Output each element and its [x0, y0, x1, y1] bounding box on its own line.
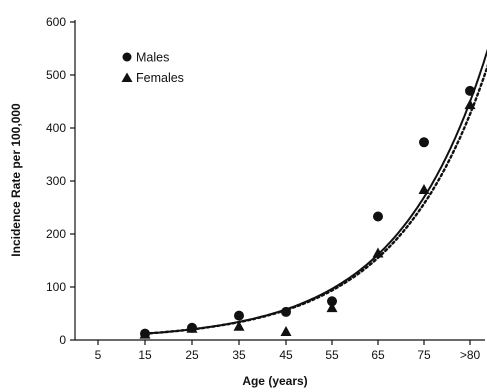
legend: Males Females [121, 51, 184, 85]
male-data-point [419, 137, 429, 148]
x-axis: 5 15 25 35 45 55 65 75 >80 [75, 339, 485, 362]
male-data-point [465, 85, 475, 96]
y-tick-label: 0 [59, 333, 66, 347]
y-tick-label: 200 [46, 227, 66, 241]
male-data-point [281, 306, 291, 317]
legend-circle-marker [122, 52, 132, 62]
legend-label-males: Males [136, 51, 169, 65]
female-data-point [233, 320, 245, 331]
female-data-point [418, 183, 430, 194]
y-tick-label: 600 [46, 15, 66, 29]
x-tick-label: 25 [185, 348, 199, 362]
legend-item-females: Females [121, 71, 184, 85]
males-fit-line [144, 48, 487, 335]
x-tick-label: 55 [325, 348, 339, 362]
x-tick-label: 15 [138, 348, 152, 362]
y-tick-label: 300 [46, 174, 66, 188]
male-data-point [327, 296, 337, 307]
male-data-point [373, 211, 383, 222]
y-tick-label: 400 [46, 121, 66, 135]
x-tick-label: 65 [371, 348, 385, 362]
female-data-point [186, 322, 198, 333]
female-data-point [464, 99, 476, 110]
female-data-point [139, 328, 151, 339]
y-tick-label: 500 [46, 68, 66, 82]
x-tick-label: >80 [460, 348, 481, 362]
y-axis-title: Incidence Rate per 100,000 [9, 103, 23, 257]
x-tick-label: 75 [417, 348, 431, 362]
legend-triangle-marker [121, 72, 133, 82]
y-axis: 0 100 200 300 400 500 600 [46, 15, 76, 347]
female-data-point [326, 302, 338, 313]
x-tick-label: 35 [232, 348, 246, 362]
x-axis-title: Age (years) [242, 374, 307, 388]
y-tick-label: 100 [46, 280, 66, 294]
fit-lines [143, 48, 487, 335]
male-data-point [234, 310, 244, 321]
legend-item-males: Males [122, 51, 169, 65]
x-tick-label: 5 [95, 348, 102, 362]
female-data-point [372, 247, 384, 258]
x-tick-label: 45 [279, 348, 293, 362]
female-data-point [280, 325, 292, 336]
legend-label-females: Females [136, 71, 184, 85]
data-points [139, 85, 476, 339]
females-fit-line [143, 64, 487, 335]
